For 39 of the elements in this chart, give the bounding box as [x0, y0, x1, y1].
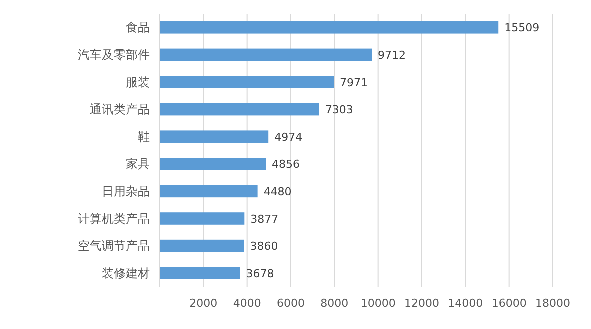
data-label: 4856	[272, 158, 300, 172]
bar	[160, 185, 258, 198]
x-tick-label: 6000	[277, 297, 305, 310]
y-tick-label: 鞋	[138, 130, 150, 144]
data-label: 3877	[250, 212, 279, 226]
bar	[160, 267, 240, 280]
x-tick-label: 8000	[320, 297, 349, 310]
x-tick-label: 4000	[233, 297, 262, 310]
data-label: 4974	[274, 130, 303, 144]
y-tick-label: 日用杂品	[102, 184, 150, 198]
y-tick-label: 汽车及零部件	[78, 48, 150, 62]
bar	[160, 103, 320, 116]
y-tick-label: 家具	[126, 157, 150, 172]
bar	[160, 48, 372, 62]
data-label: 3860	[250, 240, 278, 254]
data-label: 7303	[325, 104, 354, 117]
bar	[160, 212, 245, 225]
data-label: 4480	[264, 185, 292, 198]
x-tick-label: 16000	[492, 297, 527, 310]
bar	[160, 130, 269, 143]
data-label: 3678	[246, 267, 274, 280]
bar	[160, 76, 334, 88]
x-tick-label: 18000	[536, 297, 570, 310]
y-tick-label: 服装	[126, 75, 150, 90]
y-tick-label: 装修建材	[102, 266, 150, 280]
bar	[160, 240, 244, 252]
x-tick-label: 2000	[190, 297, 218, 310]
x-tick-label: 10000	[360, 297, 396, 310]
y-tick-label: 计算机类产品	[78, 212, 150, 226]
data-label: 9712	[378, 48, 406, 62]
bar	[160, 158, 266, 170]
bar	[160, 22, 499, 34]
x-tick-label: 14000	[448, 297, 484, 310]
y-tick-label: 空气调节产品	[78, 239, 150, 254]
data-label: 7971	[340, 76, 368, 90]
x-tick-label: 12000	[404, 297, 440, 310]
y-tick-label: 食品	[126, 20, 150, 35]
data-label: 15509	[504, 22, 540, 35]
y-tick-label: 通讯类产品	[90, 102, 150, 117]
